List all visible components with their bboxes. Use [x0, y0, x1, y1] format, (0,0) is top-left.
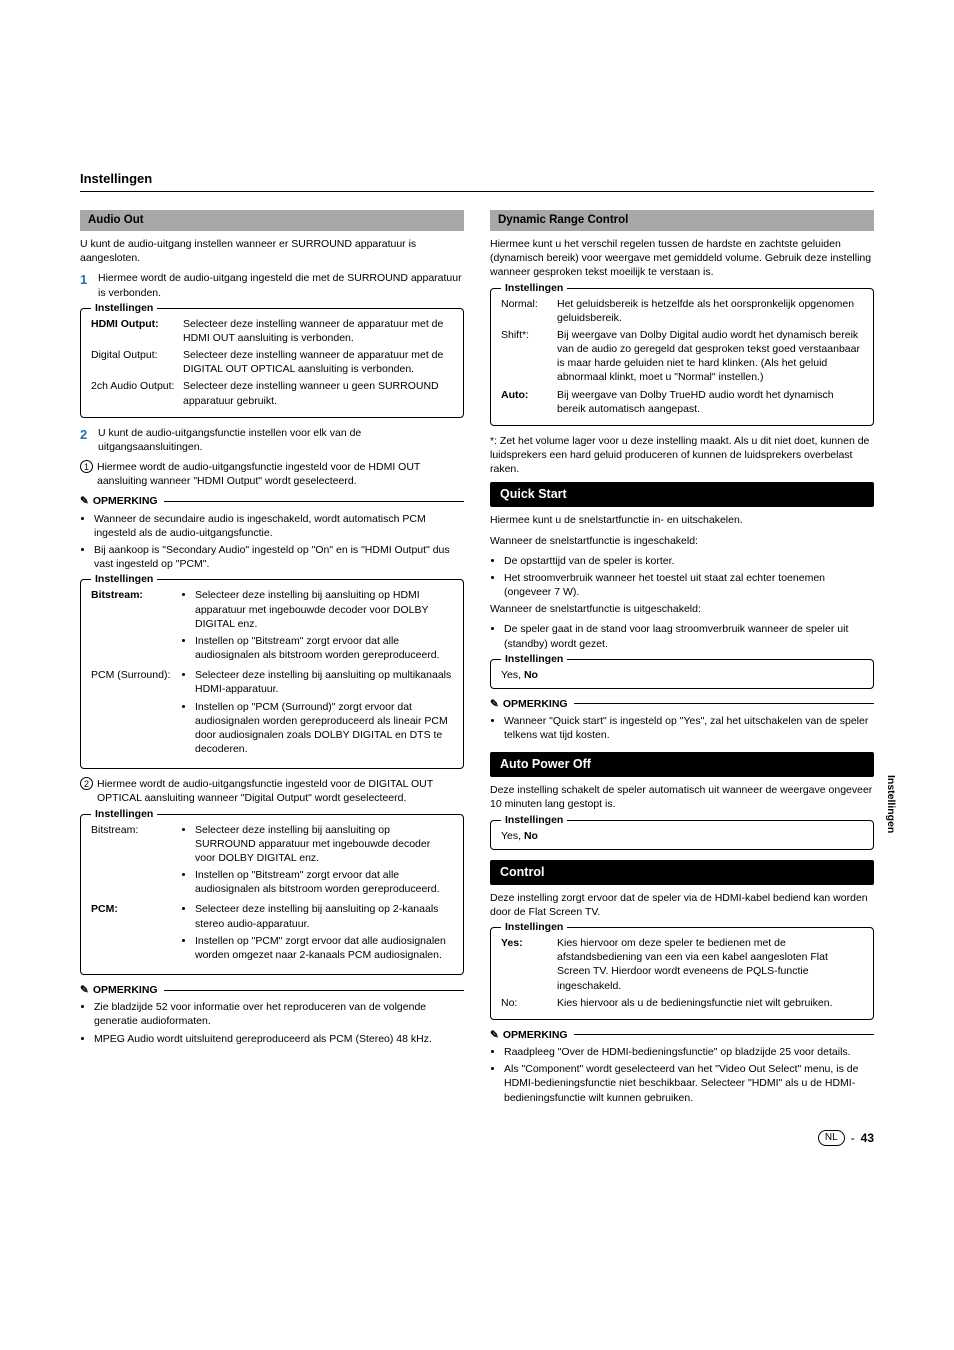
circle-1-text: Hiermee wordt de audio-uitgangsfunctie i…	[97, 460, 464, 488]
note-label: OPMERKING	[93, 494, 158, 508]
auto-box: Instellingen Yes, No	[490, 820, 874, 850]
kv-key: Yes:	[501, 936, 557, 993]
step-number-1: 1	[80, 271, 98, 299]
kv-key: HDMI Output:	[91, 317, 183, 345]
kv-val: Selecteer deze instelling wanneer de app…	[183, 317, 453, 345]
box-title: Instellingen	[91, 572, 157, 586]
page-footer: NL - 43	[80, 1130, 874, 1146]
heading-drc: Dynamic Range Control	[490, 210, 874, 232]
step-number-2: 2	[80, 426, 98, 454]
kv-key: PCM:	[91, 902, 183, 965]
note-label: OPMERKING	[503, 697, 568, 711]
auto-p: Deze instelling schakelt de speler autom…	[490, 783, 874, 811]
yes-no-bold: No	[524, 830, 538, 842]
note-icon: ✎	[80, 494, 89, 508]
quick-p1: Hiermee kunt u de snelstartfunctie in- e…	[490, 513, 874, 527]
quick-p2: Wanneer de snelstartfunctie is ingeschak…	[490, 534, 874, 548]
drc-intro: Hiermee kunt u het verschil regelen tuss…	[490, 237, 874, 280]
heading-audio-out: Audio Out	[80, 210, 464, 232]
note-icon: ✎	[80, 983, 89, 997]
circle-2-text: Hiermee wordt de audio-uitgangsfunctie i…	[97, 777, 464, 805]
note-item: Zie bladzijde 52 voor informatie over he…	[94, 1000, 464, 1028]
drc-footnote: *: Zet het volume lager voor u deze inst…	[490, 434, 874, 477]
note-list: Wanneer de secundaire audio is ingeschak…	[80, 512, 464, 572]
kv-key: Digital Output:	[91, 348, 183, 376]
page-number: 43	[861, 1130, 874, 1146]
kv-item: Instellen op "PCM (Surround)" zorgt ervo…	[195, 700, 453, 757]
kv-key: 2ch Audio Output:	[91, 379, 183, 407]
note-icon: ✎	[490, 1028, 499, 1042]
step-1-text: Hiermee wordt de audio-uitgang ingesteld…	[98, 271, 464, 299]
note-list: Zie bladzijde 52 voor informatie over he…	[80, 1000, 464, 1046]
kv-key: Bitstream:	[91, 588, 183, 665]
kv-item: Instellen op "PCM" zorgt ervoor dat alle…	[195, 934, 453, 962]
note-item: Bij aankoop is "Secondary Audio" ingeste…	[94, 543, 464, 571]
quick-item: De opstarttijd van de speler is korter.	[504, 554, 874, 568]
kv-val: Het geluidsbereik is hetzelfde als het o…	[557, 297, 863, 325]
kv-item: Instellen op "Bitstream" zorgt ervoor da…	[195, 634, 453, 662]
heading-control: Control	[490, 860, 874, 885]
box-title: Instellingen	[501, 281, 567, 295]
drc-box: Instellingen Normal:Het geluidsbereik is…	[490, 288, 874, 426]
quick-item: De speler gaat in de stand voor laag str…	[504, 622, 874, 650]
box-title: Instellingen	[501, 652, 567, 666]
heading-quick-start: Quick Start	[490, 482, 874, 507]
kv-item: Selecteer deze instelling bij aansluitin…	[195, 588, 453, 631]
kv-key: PCM (Surround):	[91, 668, 183, 759]
control-p: Deze instelling zorgt ervoor dat de spel…	[490, 891, 874, 919]
audio-out-intro: U kunt de audio-uitgang instellen wannee…	[80, 237, 464, 265]
settings-box-3: Instellingen Bitstream: Selecteer deze i…	[80, 814, 464, 976]
box-title: Instellingen	[501, 920, 567, 934]
box-title: Instellingen	[91, 807, 157, 821]
note-label: OPMERKING	[93, 983, 158, 997]
dash: -	[851, 1130, 855, 1146]
note-label: OPMERKING	[503, 1028, 568, 1042]
yes-no-pre: Yes,	[501, 830, 524, 842]
note-item: Raadpleeg "Over de HDMI-bedieningsfuncti…	[504, 1045, 874, 1059]
page-title: Instellingen	[80, 170, 874, 192]
quick-p3: Wanneer de snelstartfunctie is uitgescha…	[490, 602, 874, 616]
kv-key: Bitstream:	[91, 823, 183, 900]
note-item: Wanneer "Quick start" is ingesteld op "Y…	[504, 714, 874, 742]
kv-item: Selecteer deze instelling bij aansluitin…	[195, 902, 453, 930]
circle-2-icon: 2	[80, 777, 93, 790]
kv-val: Bij weergave van Dolby TrueHD audio word…	[557, 388, 863, 416]
kv-val: Selecteer deze instelling wanneer u geen…	[183, 379, 453, 407]
yes-no-bold: No	[524, 669, 538, 681]
heading-auto-power-off: Auto Power Off	[490, 752, 874, 777]
side-tab: Instellingen	[884, 775, 898, 833]
settings-box-1: Instellingen HDMI Output:Selecteer deze …	[80, 308, 464, 418]
kv-item: Instellen op "Bitstream" zorgt ervoor da…	[195, 868, 453, 896]
kv-val: Kies hiervoor om deze speler te bedienen…	[557, 936, 863, 993]
note-icon: ✎	[490, 697, 499, 711]
box-title: Instellingen	[91, 301, 157, 315]
yes-no-pre: Yes,	[501, 669, 524, 681]
step-2-text: U kunt de audio-uitgangsfunctie instelle…	[98, 426, 464, 454]
kv-key: Normal:	[501, 297, 557, 325]
right-column: Dynamic Range Control Hiermee kunt u het…	[490, 210, 874, 1108]
kv-val: Selecteer deze instelling wanneer de app…	[183, 348, 453, 376]
kv-item: Selecteer deze instelling bij aansluitin…	[195, 823, 453, 866]
control-box: Instellingen Yes:Kies hiervoor om deze s…	[490, 927, 874, 1020]
left-column: Audio Out U kunt de audio-uitgang instel…	[80, 210, 464, 1108]
kv-val: Kies hiervoor als u de bedieningsfunctie…	[557, 996, 863, 1010]
note-item: MPEG Audio wordt uitsluitend gereproduce…	[94, 1032, 464, 1046]
kv-item: Selecteer deze instelling bij aansluitin…	[195, 668, 453, 696]
settings-box-2: Instellingen Bitstream: Selecteer deze i…	[80, 579, 464, 769]
kv-key: Auto:	[501, 388, 557, 416]
note-item: Wanneer de secundaire audio is ingeschak…	[94, 512, 464, 540]
language-badge: NL	[818, 1130, 845, 1146]
kv-key: Shift*:	[501, 328, 557, 385]
note-item: Als "Component" wordt geselecteerd van h…	[504, 1062, 874, 1105]
quick-box: Instellingen Yes, No	[490, 659, 874, 689]
box-title: Instellingen	[501, 813, 567, 827]
kv-val: Bij weergave van Dolby Digital audio wor…	[557, 328, 863, 385]
quick-item: Het stroomverbruik wanneer het toestel u…	[504, 571, 874, 599]
circle-1-icon: 1	[80, 460, 93, 473]
kv-key: No:	[501, 996, 557, 1010]
